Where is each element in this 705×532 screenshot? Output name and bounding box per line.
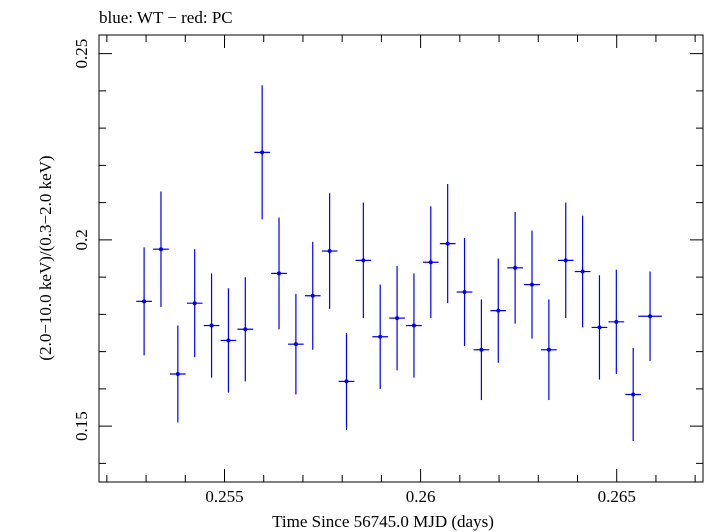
y-tick-label: 0.2 [72, 229, 91, 250]
point-marker [597, 325, 602, 330]
data-point [271, 217, 287, 330]
data-point [254, 85, 271, 220]
data-point [574, 215, 591, 328]
point-marker [462, 290, 467, 295]
data-point [591, 275, 608, 380]
point-marker [479, 347, 484, 352]
data-point [372, 284, 389, 389]
data-point [220, 288, 237, 393]
y-tick-label: 0.15 [72, 411, 91, 441]
data-point [439, 184, 456, 304]
data-point [169, 325, 186, 423]
axis-ticks: 0.255 0.26 0.265 0.15 0.2 0.25 [72, 35, 703, 506]
point-marker [496, 308, 501, 313]
point-marker [293, 342, 298, 347]
data-point [321, 193, 338, 309]
data-point [203, 273, 220, 378]
point-marker [226, 338, 231, 343]
data-point [355, 202, 372, 319]
point-marker [546, 347, 551, 352]
x-tick-label: 0.265 [598, 487, 636, 506]
point-marker [445, 241, 450, 246]
point-marker [310, 293, 315, 298]
point-marker [192, 301, 197, 306]
data-point [456, 238, 473, 347]
y-tick-label: 0.25 [72, 39, 91, 69]
x-axis-label: Time Since 56745.0 MJD (days) [272, 512, 494, 531]
point-marker [428, 260, 433, 265]
point-marker [344, 379, 349, 384]
data-point [473, 299, 490, 401]
data-point [304, 241, 321, 350]
data-point [608, 269, 625, 374]
point-marker [142, 299, 147, 304]
point-marker [209, 323, 214, 328]
point-marker [361, 258, 366, 263]
chart-title: blue: WT − red: PC [99, 8, 233, 27]
point-marker [395, 316, 400, 321]
data-point [153, 191, 169, 307]
data-point [541, 299, 557, 401]
x-tick-label: 0.26 [406, 487, 436, 506]
data-point [389, 265, 405, 371]
point-marker [563, 258, 568, 263]
data-point [490, 258, 507, 363]
data-point [288, 293, 304, 395]
data-point [625, 347, 642, 442]
data-point [136, 247, 152, 356]
data-point [406, 273, 422, 378]
data-points [136, 85, 662, 442]
data-point [638, 271, 662, 361]
plot-frame [98, 34, 704, 483]
point-marker [175, 371, 180, 376]
data-point [338, 333, 355, 430]
point-marker [631, 392, 636, 397]
point-marker [529, 282, 534, 287]
x-tick-label: 0.255 [205, 487, 243, 506]
point-marker [260, 150, 265, 155]
point-marker [648, 314, 653, 319]
point-marker [614, 319, 619, 324]
data-point [422, 206, 439, 319]
point-marker [411, 323, 416, 328]
point-marker [378, 334, 383, 339]
data-point [237, 277, 254, 382]
data-point [524, 230, 540, 339]
data-point [507, 211, 523, 324]
point-marker [327, 249, 332, 254]
point-marker [277, 271, 282, 276]
y-axis-label: (2.0−10.0 keV)/(0.3−2.0 keV) [36, 155, 55, 360]
point-marker [243, 327, 248, 332]
data-point [186, 249, 203, 358]
data-point [557, 202, 574, 319]
point-marker [513, 265, 518, 270]
point-marker [158, 247, 163, 252]
point-marker [580, 269, 585, 274]
